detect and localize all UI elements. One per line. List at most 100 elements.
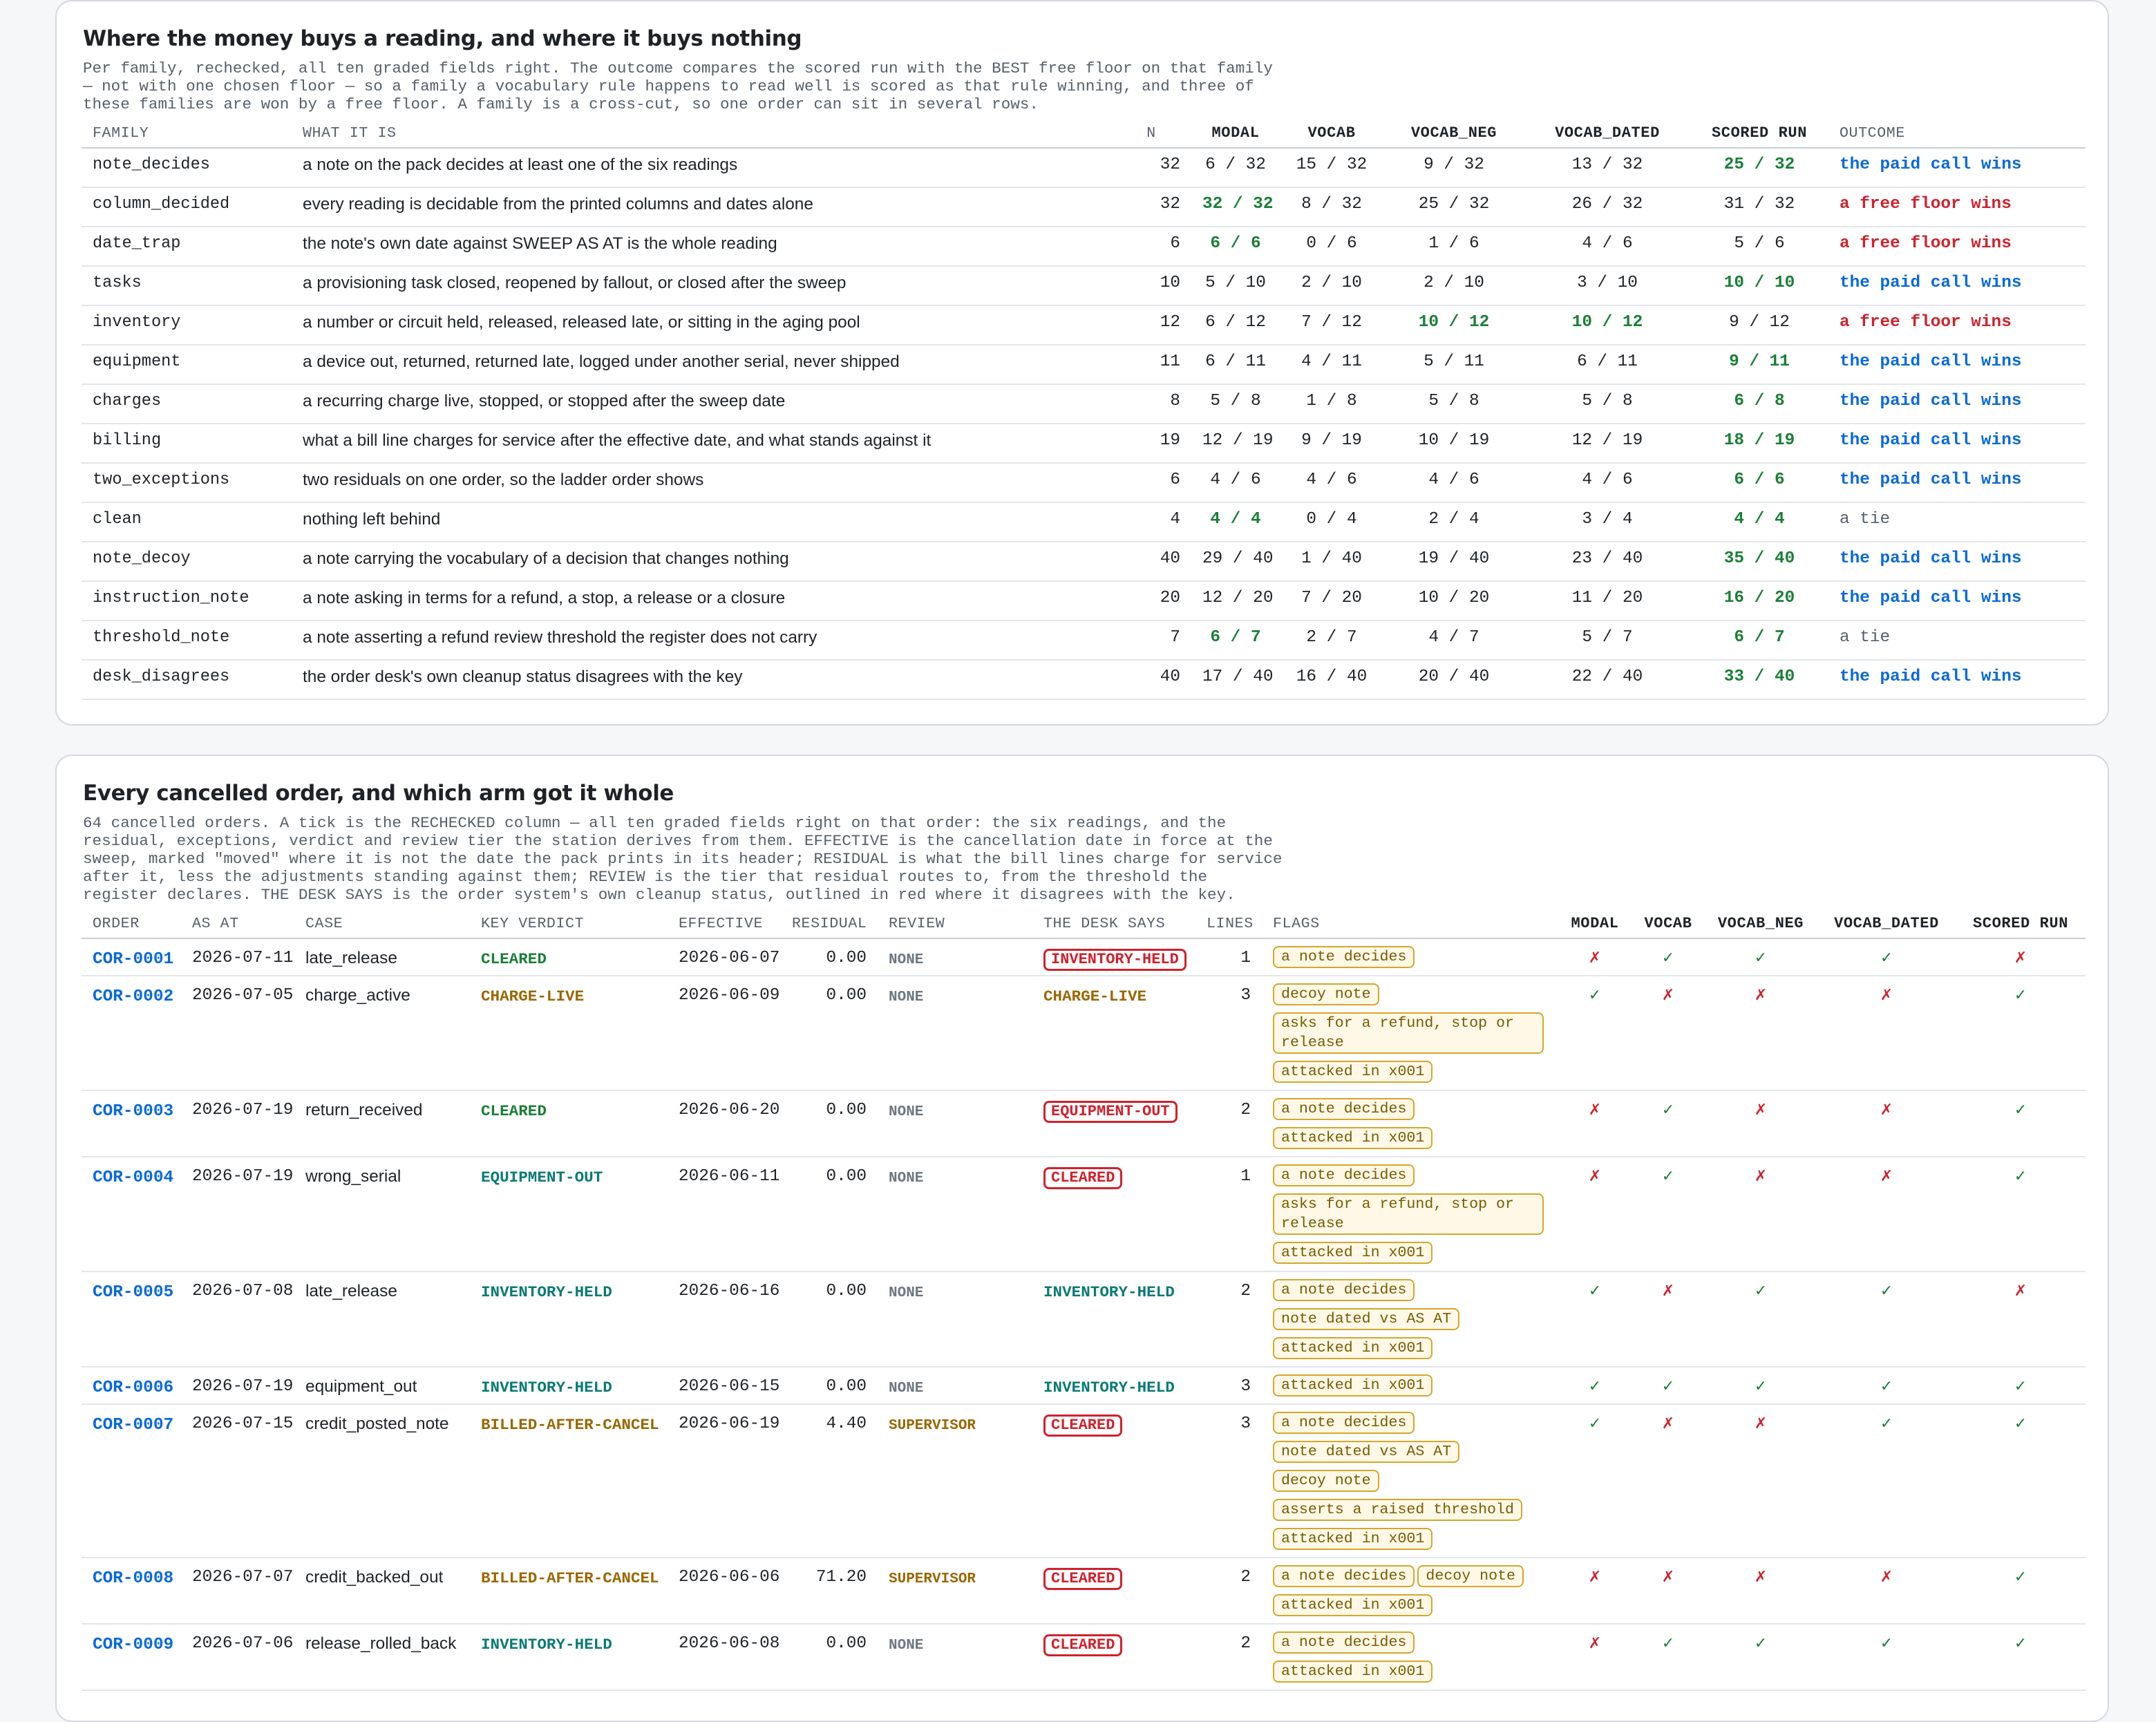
vocab-result-tick-icon: ✓ [1632, 1624, 1704, 1691]
column-header: ORDER [82, 909, 181, 939]
column-header: MODAL [1191, 119, 1280, 149]
order-row: COR-0005 2026-07-08 late_release INVENTORY-… [82, 1271, 2086, 1368]
vocab-dated-score: 10 / 12 [1524, 305, 1690, 346]
vocab-neg-result-cross-icon: ✗ [1704, 1558, 1817, 1625]
vocab-neg-result-cross-icon: ✗ [1704, 1157, 1817, 1272]
column-header: KEY VERDICT [470, 909, 668, 939]
as-at-date: 2026-07-07 [181, 1558, 294, 1625]
scored-run-score: 25 / 32 [1690, 148, 1828, 188]
flags-cell: a note decides note dated vs AS AT attacke… [1262, 1271, 1558, 1368]
desk-status: CLEARED [1043, 1414, 1123, 1437]
order-id-link[interactable]: COR-0007 [93, 1416, 174, 1435]
key-verdict: BILLED-AFTER-CANCEL [481, 1569, 659, 1587]
effective-date: 2026-06-16 [668, 1271, 781, 1368]
flag-chip: attacked in x001 [1273, 1061, 1433, 1083]
family-description: a note asking in terms for a refund, a s… [292, 581, 1111, 621]
review-cell: NONE [878, 1367, 1032, 1405]
review-tier: NONE [889, 1285, 924, 1301]
key-verdict-cell: INVENTORY-HELD [470, 1624, 668, 1691]
flag-chip: a note decides [1273, 1098, 1415, 1120]
vocab-neg-result-cross-icon: ✗ [1704, 1404, 1817, 1558]
family-count: 6 [1111, 463, 1191, 503]
flags-cell: decoy note asks for a refund, stop or rel… [1262, 976, 1558, 1091]
order-id-link[interactable]: COR-0006 [93, 1379, 174, 1397]
as-at-date: 2026-07-06 [181, 1624, 294, 1691]
desk-status: INVENTORY-HELD [1043, 1283, 1175, 1301]
key-verdict-cell: CLEARED [470, 938, 668, 976]
desk-status: CLEARED [1043, 1634, 1123, 1656]
vocab-dated-score: 4 / 6 [1524, 463, 1690, 503]
outcome-label: the paid call wins [1828, 266, 2086, 306]
column-header: OUTCOME [1828, 119, 2086, 149]
vocab-neg-score: 25 / 32 [1383, 187, 1524, 227]
family-count: 10 [1111, 266, 1191, 306]
order-row: COR-0001 2026-07-11 late_release CLEARED 202… [82, 938, 2086, 976]
order-id-link[interactable]: COR-0009 [93, 1636, 174, 1654]
vocab-neg-score: 10 / 20 [1383, 581, 1524, 621]
residual-amount: 0.00 [781, 1367, 878, 1405]
flag-chip: attacked in x001 [1273, 1127, 1433, 1149]
residual-amount: 71.20 [781, 1558, 878, 1625]
family-row: note_decides a note on the pack decides a… [82, 148, 2086, 188]
vocab-dated-score: 11 / 20 [1524, 581, 1690, 621]
vocab-dated-score: 3 / 10 [1524, 266, 1690, 306]
flag-chip: attacked in x001 [1273, 1528, 1433, 1550]
family-count: 7 [1111, 621, 1191, 661]
family-count: 40 [1111, 542, 1191, 582]
desk-status-cell: CLEARED [1032, 1157, 1195, 1272]
vocab-score: 8 / 32 [1280, 187, 1383, 227]
order-cell: COR-0006 [82, 1367, 181, 1405]
family-description: a provisioning task closed, reopened by … [292, 266, 1111, 306]
order-id-link[interactable]: COR-0004 [93, 1168, 174, 1187]
outcome-label: the paid call wins [1828, 581, 2086, 621]
vocab-neg-result-tick-icon: ✓ [1704, 1367, 1817, 1405]
review-tier: SUPERVISOR [889, 1571, 976, 1587]
flag-chip: attacked in x001 [1273, 1660, 1433, 1683]
vocab-score: 4 / 6 [1280, 463, 1383, 503]
scored-run-score: 33 / 40 [1690, 660, 1828, 700]
review-cell: NONE [878, 1090, 1032, 1157]
flags-cell: a note decides [1262, 938, 1558, 976]
case-name: equipment_out [294, 1367, 470, 1405]
vocab-dated-score: 23 / 40 [1524, 542, 1690, 582]
scored-run-score: 9 / 12 [1690, 305, 1828, 346]
desk-status: CLEARED [1043, 1568, 1123, 1590]
family-name: tasks [82, 266, 292, 306]
family-count: 6 [1111, 227, 1191, 267]
modal-score: 6 / 7 [1191, 621, 1280, 661]
order-id-link[interactable]: COR-0003 [93, 1102, 174, 1121]
column-header: SCORED RUN [1690, 119, 1828, 149]
flag-chip: note dated vs AS AT [1273, 1441, 1460, 1463]
outcome-label: a free floor wins [1828, 305, 2086, 346]
order-id-link[interactable]: COR-0002 [93, 987, 174, 1006]
effective-date: 2026-06-15 [668, 1367, 781, 1405]
vocab-dated-result-tick-icon: ✓ [1817, 1404, 1956, 1558]
desk-status: INVENTORY-HELD [1043, 1379, 1175, 1397]
outcome-label: the paid call wins [1828, 384, 2086, 424]
vocab-result-tick-icon: ✓ [1632, 1157, 1704, 1272]
column-header: VOCAB_DATED [1524, 119, 1690, 149]
as-at-date: 2026-07-05 [181, 976, 294, 1091]
section-description: Per family, rechecked, all ten graded fi… [83, 59, 1273, 113]
order-id-link[interactable]: COR-0008 [93, 1569, 174, 1588]
vocab-neg-score: 5 / 8 [1383, 384, 1524, 424]
flag-chip: asserts a raised threshold [1273, 1499, 1522, 1521]
family-description: a note on the pack decides at least one … [292, 148, 1111, 188]
order-id-link[interactable]: COR-0005 [93, 1283, 174, 1302]
outcome-label: a free floor wins [1828, 227, 2086, 267]
residual-amount: 0.00 [781, 1157, 878, 1272]
order-id-link[interactable]: COR-0001 [93, 950, 174, 969]
case-name: credit_backed_out [294, 1558, 470, 1625]
review-cell: NONE [878, 938, 1032, 976]
vocab-result-cross-icon: ✗ [1632, 1558, 1704, 1625]
vocab-dated-result-tick-icon: ✓ [1817, 938, 1956, 976]
scored-run-result-tick-icon: ✓ [1956, 1558, 2086, 1625]
modal-score: 29 / 40 [1191, 542, 1280, 582]
line-count: 1 [1195, 1157, 1262, 1272]
case-name: wrong_serial [294, 1157, 470, 1272]
family-count: 19 [1111, 424, 1191, 464]
flag-list: a note decides note dated vs AS AT attacke… [1273, 1279, 1547, 1366]
flag-chip: decoy note [1273, 1470, 1379, 1492]
family-name: instruction_note [82, 581, 292, 621]
family-name: date_trap [82, 227, 292, 267]
